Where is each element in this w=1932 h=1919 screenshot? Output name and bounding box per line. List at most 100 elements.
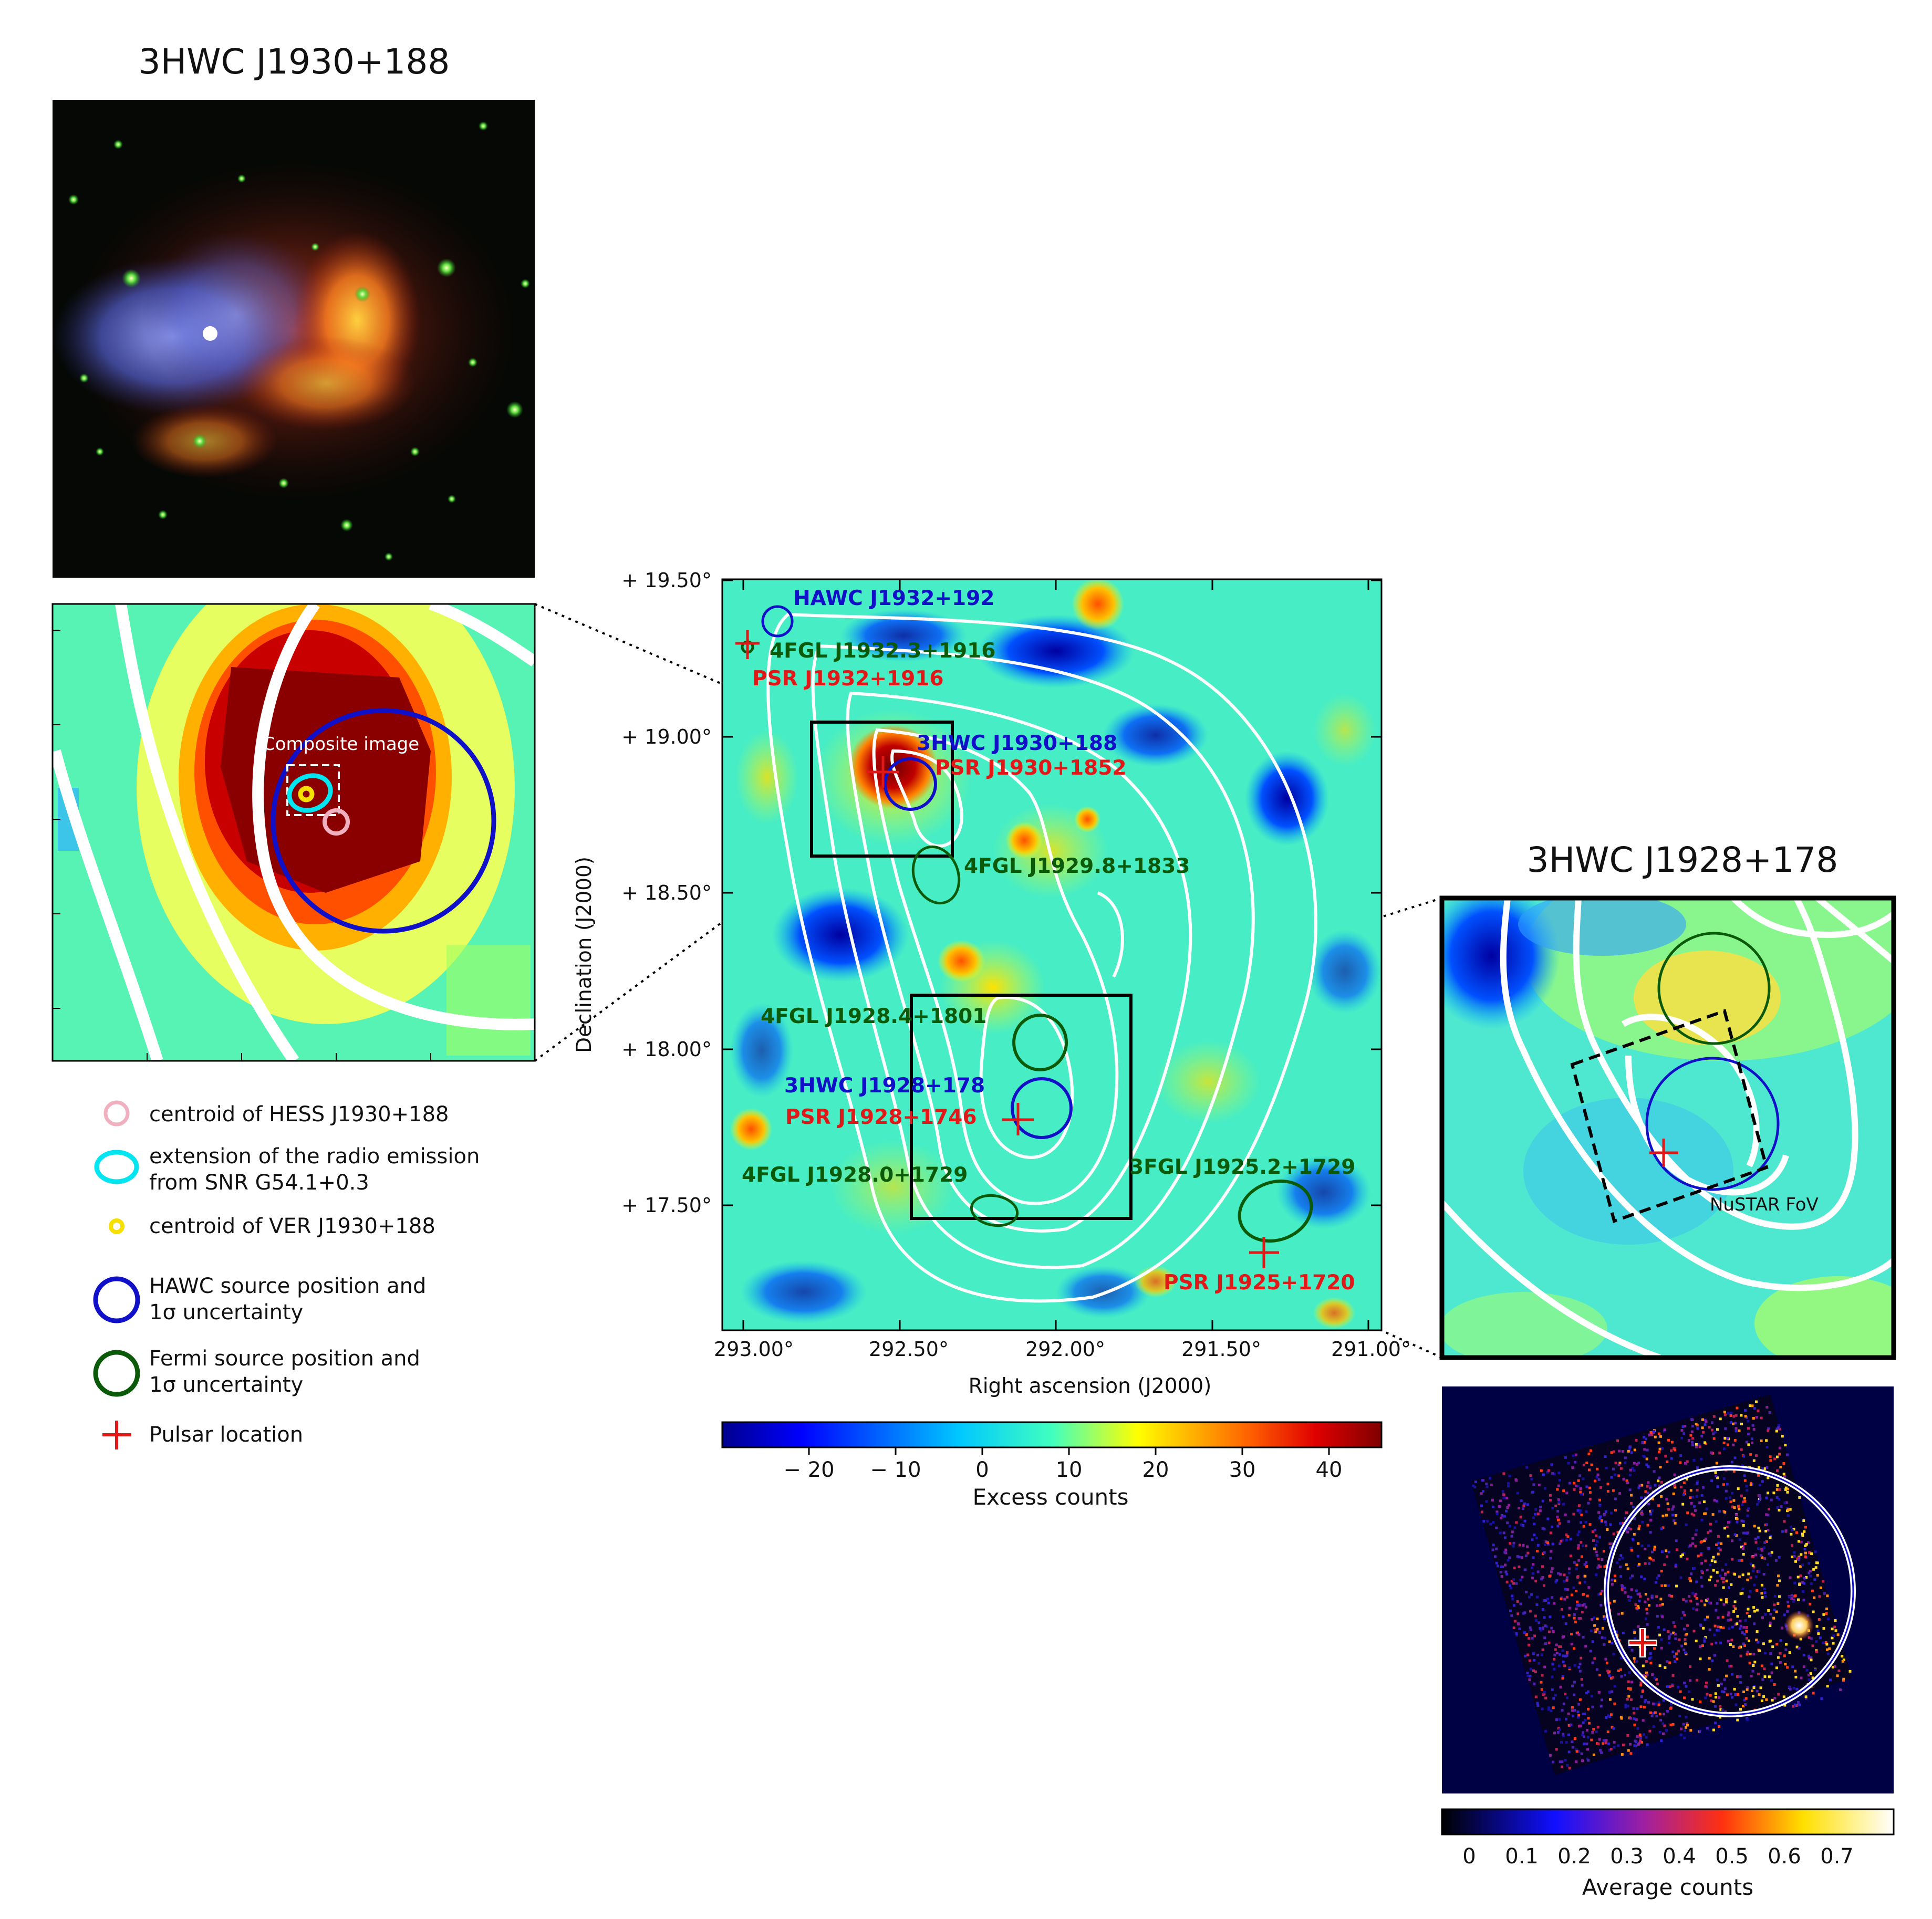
xray-count-pixel <box>1567 1712 1570 1715</box>
xray-count-pixel <box>1713 1705 1717 1708</box>
xray-count-pixel <box>1689 1665 1691 1668</box>
xray-count-pixel <box>1583 1563 1586 1566</box>
xray-count-pixel <box>1674 1521 1677 1525</box>
xray-count-pixel <box>1540 1578 1543 1581</box>
xray-count-pixel <box>1707 1547 1710 1550</box>
xray-count-pixel <box>1482 1520 1486 1523</box>
xray-count-pixel <box>1659 1604 1661 1607</box>
xray-count-pixel <box>1706 1727 1709 1730</box>
xray-count-pixel <box>1783 1613 1786 1616</box>
xray-count-pixel <box>1794 1675 1798 1678</box>
xray-count-pixel <box>1557 1484 1560 1487</box>
xray-count-pixel <box>1602 1739 1605 1742</box>
xray-count-pixel <box>1750 1437 1753 1441</box>
xray-count-pixel <box>1577 1559 1581 1562</box>
xray-count-pixel <box>1492 1543 1495 1547</box>
label-psr-j1930: PSR J1930+1852 <box>935 756 1127 780</box>
xray-count-pixel <box>1647 1701 1650 1704</box>
xray-count-pixel <box>1748 1639 1751 1642</box>
xray-count-pixel <box>1543 1528 1546 1530</box>
xray-count-pixel <box>1616 1561 1619 1565</box>
xray-count-pixel <box>1666 1685 1669 1688</box>
xray-count-pixel <box>1588 1491 1592 1494</box>
xray-count-pixel <box>1541 1565 1544 1568</box>
xray-count-pixel <box>1803 1577 1806 1580</box>
xray-count-pixel <box>1730 1583 1733 1586</box>
xray-count-pixel <box>1582 1593 1585 1596</box>
xray-count-pixel <box>1689 1489 1692 1492</box>
legend-label-fermi-2: 1σ uncertainty <box>149 1373 303 1397</box>
xray-count-pixel <box>1513 1526 1516 1529</box>
xray-count-pixel <box>1683 1682 1686 1685</box>
xray-count-pixel <box>1644 1593 1647 1596</box>
xray-count-pixel <box>1801 1532 1804 1536</box>
xray-count-pixel <box>1597 1743 1600 1745</box>
xray-count-pixel <box>1621 1753 1624 1756</box>
xray-count-pixel <box>1517 1622 1520 1625</box>
xray-count-pixel <box>1505 1580 1509 1583</box>
xray-count-pixel <box>1710 1559 1713 1562</box>
xray-count-pixel <box>1628 1446 1632 1449</box>
xray-count-pixel <box>1491 1498 1494 1501</box>
xray-count-pixel <box>1598 1498 1601 1501</box>
xray-count-pixel <box>1667 1637 1670 1640</box>
xray-count-pixel <box>1661 1447 1664 1450</box>
xray-count-pixel <box>1715 1474 1718 1477</box>
xray-count-pixel <box>1629 1687 1632 1690</box>
xray-count-pixel <box>1474 1480 1477 1484</box>
xray-count-pixel <box>1810 1659 1813 1662</box>
xray-count-pixel <box>1610 1451 1613 1454</box>
xtick-3: 292.00° <box>1025 1338 1105 1361</box>
xray-count-pixel <box>1731 1673 1734 1676</box>
xray-count-pixel <box>1790 1532 1793 1536</box>
xray-count-pixel <box>1490 1484 1493 1486</box>
xray-count-pixel <box>1786 1600 1790 1603</box>
xray-count-pixel <box>1637 1462 1640 1465</box>
xray-count-pixel <box>1648 1562 1650 1565</box>
xray-count-pixel <box>1536 1704 1540 1707</box>
xray-count-pixel <box>1650 1714 1654 1717</box>
xray-count-pixel <box>1673 1447 1676 1450</box>
xray-count-pixel <box>1756 1630 1759 1633</box>
xray-count-pixel <box>1605 1466 1608 1469</box>
xray-count-pixel <box>1658 1730 1661 1734</box>
xray-count-pixel <box>1682 1649 1686 1651</box>
label-fgl-j1929: 4FGL J1929.8+1833 <box>964 854 1190 878</box>
xray-count-pixel <box>1635 1660 1638 1663</box>
xray-count-pixel <box>1649 1510 1652 1513</box>
xray-count-pixel <box>1773 1683 1776 1686</box>
xray-count-pixel <box>1595 1475 1598 1478</box>
xray-count-pixel <box>1842 1659 1845 1662</box>
xray-count-pixel <box>1618 1492 1622 1495</box>
xray-count-pixel <box>1565 1538 1568 1541</box>
xray-count-pixel <box>1775 1643 1779 1646</box>
xray-count-pixel <box>1499 1499 1502 1503</box>
xray-count-pixel <box>1751 1564 1754 1567</box>
xray-count-pixel <box>1644 1562 1647 1565</box>
cbar-r-tick-6: 0.5 <box>1715 1844 1749 1869</box>
xray-count-pixel <box>1503 1515 1506 1518</box>
xray-count-pixel <box>1629 1698 1633 1701</box>
hess-centroid <box>323 808 350 836</box>
xray-count-pixel <box>1507 1559 1510 1562</box>
xray-count-pixel <box>1508 1556 1511 1559</box>
legend-radio-icon <box>94 1150 139 1184</box>
xray-count-pixel <box>1738 1429 1741 1432</box>
xray-count-pixel <box>1556 1488 1559 1491</box>
xray-count-pixel <box>1633 1469 1636 1472</box>
xray-count-pixel <box>1624 1704 1627 1707</box>
xray-count-pixel <box>1592 1530 1594 1533</box>
xray-count-pixel <box>1668 1661 1671 1664</box>
cbar-r-tick-8: 0.7 <box>1820 1844 1854 1869</box>
xray-count-pixel <box>1595 1573 1598 1576</box>
xray-count-pixel <box>1549 1498 1552 1501</box>
hawc-j1932-circle <box>761 605 794 638</box>
xray-count-pixel <box>1565 1534 1568 1536</box>
xray-count-pixel <box>1791 1544 1793 1547</box>
xray-count-pixel <box>1569 1555 1572 1558</box>
xray-count-pixel <box>1641 1690 1644 1693</box>
xray-count-pixel <box>1649 1513 1653 1516</box>
xray-count-pixel <box>1772 1616 1775 1620</box>
xray-count-pixel <box>1596 1473 1599 1476</box>
xray-count-pixel <box>1733 1456 1737 1459</box>
